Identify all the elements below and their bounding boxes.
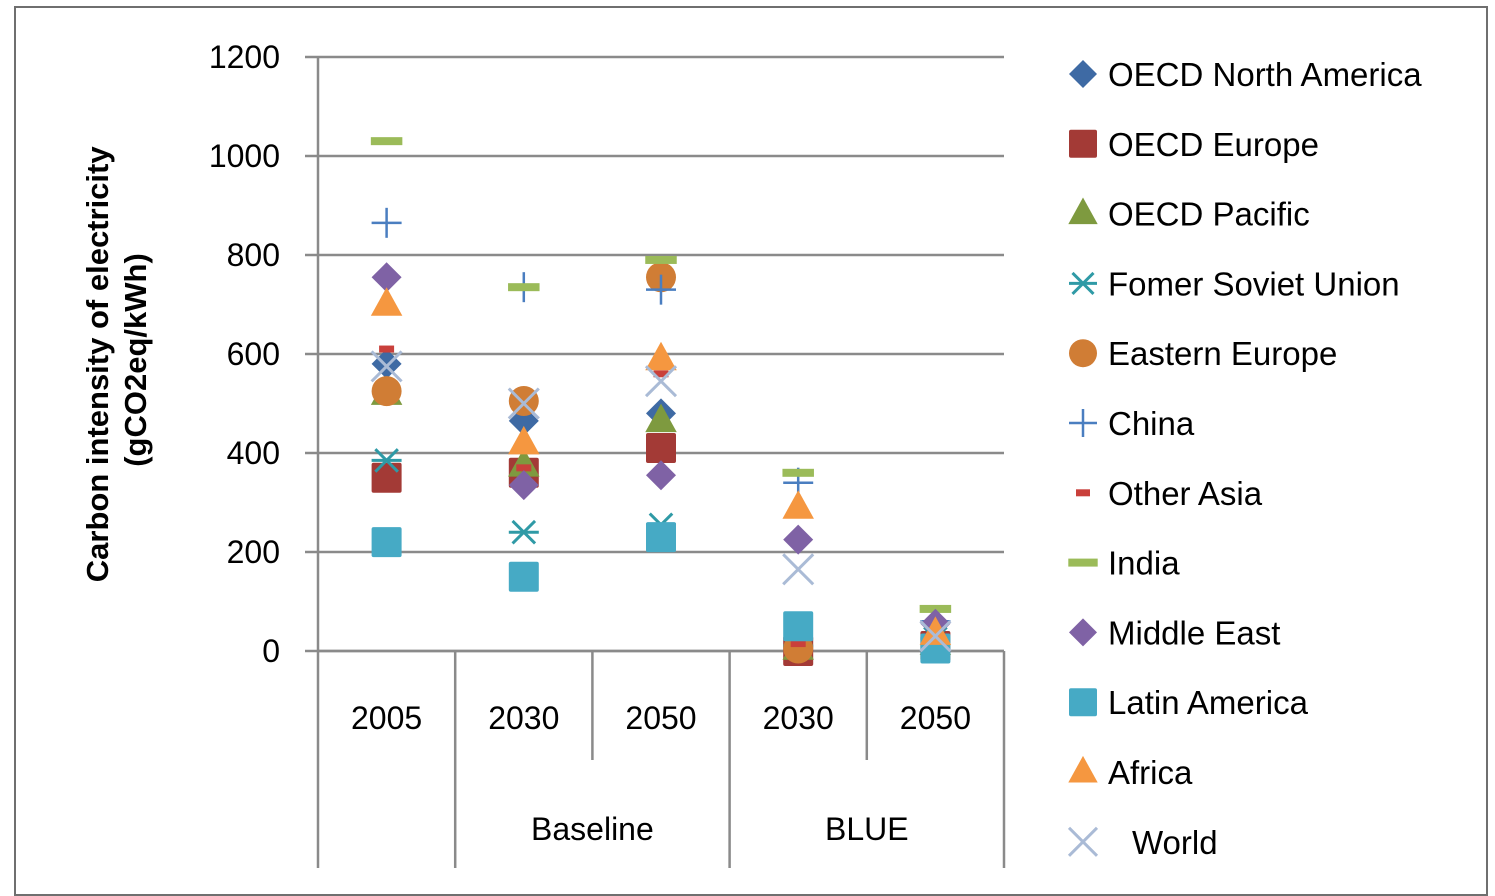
y-axis-label-line-2: (gCO2eq/kWh)	[118, 253, 153, 467]
data-point	[508, 386, 539, 417]
legend-item: Other Asia	[1076, 475, 1263, 512]
data-point	[646, 522, 676, 553]
data-point	[508, 425, 540, 455]
x-tick-label: 2030	[488, 700, 559, 736]
data-point	[371, 376, 402, 407]
y-tick-labels: 0 200 400 600 800 1000 1200	[209, 39, 280, 669]
legend-marker	[1069, 618, 1097, 647]
legend-marker	[1068, 197, 1098, 225]
data-point	[645, 403, 677, 433]
data-point	[516, 464, 532, 472]
x-category-labels: 2005 2030 2050 2030 2050	[351, 700, 971, 736]
data-point	[645, 255, 677, 264]
data-point	[645, 341, 677, 371]
y-tick-label: 400	[227, 435, 280, 471]
data-point	[371, 462, 402, 493]
legend-item: Fomer Soviet Union	[1069, 265, 1400, 302]
data-point	[508, 561, 539, 592]
legend-item: World	[1067, 824, 1218, 861]
legend-label: Africa	[1108, 754, 1193, 791]
data-point	[653, 370, 669, 378]
x-tick-label: 2005	[351, 700, 422, 736]
y-tick-label: 1200	[209, 39, 280, 75]
data-point	[783, 611, 814, 642]
legend-label: OECD Europe	[1108, 126, 1319, 163]
data-point	[508, 448, 540, 477]
legend-marker	[1067, 826, 1099, 857]
y-tick-label: 800	[227, 237, 280, 273]
data-point	[371, 348, 402, 379]
data-point	[371, 448, 402, 473]
legend-marker	[1069, 688, 1097, 717]
legend-label: Latin America	[1108, 684, 1309, 721]
data-point	[379, 345, 395, 353]
legend-marker	[1069, 129, 1097, 158]
data-point	[782, 468, 814, 477]
legend: OECD North America OECD Europe OECD Pacifi…	[1067, 56, 1422, 861]
legend-item: Latin America	[1069, 684, 1309, 721]
legend-item: China	[1069, 405, 1195, 442]
data-point	[646, 433, 676, 464]
data-point	[783, 524, 814, 555]
legend-label: World	[1132, 824, 1218, 861]
legend-marker	[1069, 271, 1097, 295]
legend-label: China	[1108, 405, 1195, 442]
legend-item: Eastern Europe	[1069, 335, 1337, 372]
legend-item: OECD Europe	[1069, 126, 1319, 163]
legend-marker	[1069, 409, 1097, 437]
x-group-label: BLUE	[825, 811, 909, 847]
x-tick-label: 2050	[900, 700, 971, 736]
x-group-labels: Baseline BLUE	[531, 811, 909, 847]
data-point	[508, 283, 540, 292]
axes	[316, 57, 1006, 868]
legend-marker	[1068, 755, 1098, 783]
data-point	[790, 640, 806, 648]
legend-label: Middle East	[1108, 614, 1280, 651]
legend-label: India	[1108, 545, 1180, 582]
legend-label: OECD Pacific	[1108, 196, 1310, 233]
legend-item: OECD Pacific	[1068, 196, 1310, 233]
y-tick-label: 1000	[209, 138, 280, 174]
data-point	[646, 460, 676, 491]
legend-marker	[1069, 339, 1097, 368]
data-point	[782, 490, 814, 519]
data-point	[371, 527, 402, 558]
data-point	[644, 365, 678, 398]
data-point	[508, 470, 539, 501]
y-tick-label: 200	[227, 534, 280, 570]
data-point	[919, 620, 952, 653]
data-point	[370, 350, 403, 383]
data-point	[371, 207, 402, 238]
legend-marker	[1076, 489, 1090, 497]
data-point	[370, 287, 403, 316]
legend-item: Middle East	[1069, 614, 1280, 651]
data-point	[508, 519, 539, 545]
data-point	[370, 137, 403, 146]
data-point	[646, 274, 676, 305]
x-tick-label: 2030	[763, 700, 834, 736]
legend-label: Other Asia	[1108, 475, 1263, 512]
legend-marker	[1069, 60, 1097, 88]
x-group-label: Baseline	[531, 811, 654, 847]
legend-item: OECD North America	[1069, 56, 1422, 93]
legend-marker	[1068, 558, 1098, 567]
data-point	[919, 616, 952, 645]
legend-label: OECD North America	[1108, 56, 1422, 93]
legend-item: Africa	[1068, 754, 1193, 791]
x-tick-label: 2050	[625, 700, 696, 736]
y-axis-label-line-1: Carbon intensity of electricity	[80, 146, 115, 583]
y-axis-label: Carbon intensity of electricity (gCO2eq/…	[80, 138, 153, 582]
legend-item: India	[1068, 545, 1180, 582]
data-point	[371, 262, 402, 293]
y-tick-label: 0	[262, 633, 280, 669]
legend-label: Fomer Soviet Union	[1108, 265, 1400, 302]
data-point	[507, 387, 540, 420]
data-point	[782, 553, 815, 586]
data-points	[370, 137, 952, 666]
y-tick-label: 600	[227, 336, 280, 372]
legend-label: Eastern Europe	[1108, 335, 1337, 372]
